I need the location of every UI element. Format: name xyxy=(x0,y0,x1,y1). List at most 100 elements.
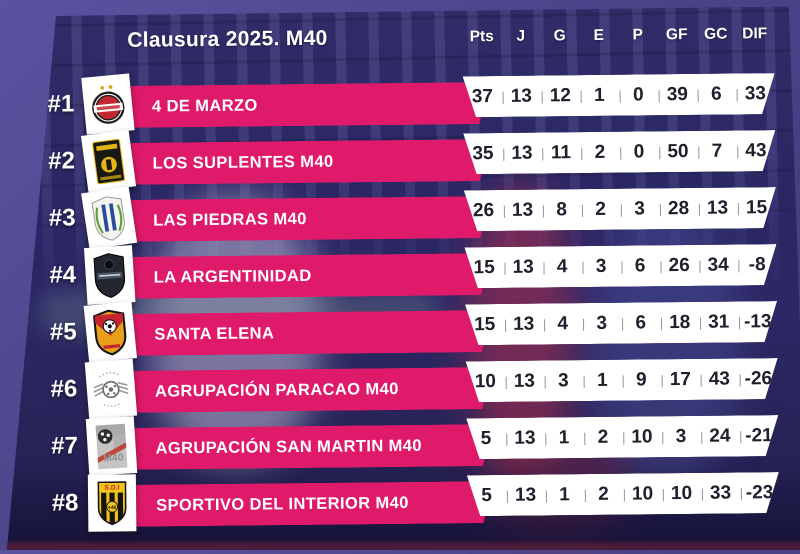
stat-g: 11 | xyxy=(550,141,584,163)
stat-gc: 43 | xyxy=(708,368,742,390)
page-title: Clausura 2025. M40 xyxy=(127,26,328,52)
stat-gf: 28 | xyxy=(667,197,702,219)
column-header-e: E xyxy=(593,26,605,44)
team-logo-icon xyxy=(87,248,132,301)
stat-gf: 50 | xyxy=(667,140,701,162)
stat-j: 13 | xyxy=(513,370,547,392)
team-name: SPORTIVO DEL INTERIOR M40 xyxy=(156,493,409,515)
column-header-gf: GF xyxy=(665,25,688,44)
stat-e: 2 | xyxy=(597,426,626,448)
svg-text:S.D.I: S.D.I xyxy=(104,485,119,492)
stat-p: 0 | xyxy=(633,140,662,163)
team-name: LAS PIEDRAS M40 xyxy=(153,209,307,230)
rank-label: #5 xyxy=(49,317,77,346)
stat-j: 13 | xyxy=(513,313,547,335)
team-logo-card: M40 xyxy=(85,415,138,476)
rank-label: #8 xyxy=(51,488,79,517)
stat-p: 9 | xyxy=(635,368,664,391)
stat-j: 13 | xyxy=(511,142,545,164)
stat-gf: 18 | xyxy=(669,311,703,333)
team-name-bar: SANTA ELENA xyxy=(110,310,492,356)
table-row: #1 4 DE MARZO 37 | 13 | 12 | 1 | 0 | 39 | 6 | 33 xyxy=(0,68,798,135)
stat-gf: 26 | xyxy=(668,254,702,276)
stat-gc: 13 | xyxy=(706,197,741,219)
table-row: #5 SANTA ELENA 15 | 13 | 4 | 3 | 6 | 18 | 31 | -13 xyxy=(0,296,800,363)
team-name: LOS SUPLENTES M40 xyxy=(152,152,334,173)
standings-list: #1 4 DE MARZO 37 | 13 | 12 | 1 | 0 | 39 | 6 | 33 #2 LO… xyxy=(0,68,800,532)
team-name-bar: LAS PIEDRAS M40 xyxy=(109,196,491,242)
stats-bar: 5 | 13 | 1 | 2 | 10 | 10 | 33 | -23 xyxy=(467,472,779,516)
team-logo-card xyxy=(80,129,137,192)
team-name-bar: AGRUPACIÓN SAN MARTIN M40 xyxy=(111,424,493,470)
stat-dif: 33 xyxy=(744,82,767,104)
stat-j: 13 | xyxy=(514,427,548,449)
team-logo-icon: M40 xyxy=(89,419,134,472)
stat-dif: -21 xyxy=(745,424,773,446)
stat-j: 13 | xyxy=(510,85,544,107)
team-name: AGRUPACIÓN SAN MARTIN M40 xyxy=(155,436,422,458)
rank-label: #4 xyxy=(49,260,77,289)
team-name: LA ARGENTINIDAD xyxy=(153,266,312,287)
team-logo-card xyxy=(81,185,138,250)
stat-g: 4 | xyxy=(557,312,586,334)
team-logo-card xyxy=(84,358,138,419)
stat-e: 3 | xyxy=(596,312,625,334)
team-logo-card xyxy=(83,244,136,305)
stat-dif: 15 xyxy=(745,196,768,218)
stats-bar: 5 | 13 | 1 | 2 | 10 | 3 | 24 | -21 xyxy=(466,415,778,459)
team-logo-icon xyxy=(85,77,132,131)
table-row: #4 LA ARGENTINIDAD 15 | 13 | 4 | 3 | 6 | 26 | 34 | -8 xyxy=(0,239,800,305)
stat-g: 1 | xyxy=(559,483,588,505)
stat-gc: 6 | xyxy=(710,83,739,105)
rank-label: #3 xyxy=(48,203,76,232)
team-logo-icon xyxy=(88,362,134,415)
stats-bar: 26 | 13 | 8 | 2 | 3 | 28 | 13 | 15 xyxy=(464,187,776,231)
stat-e: 2 | xyxy=(595,198,624,220)
stat-dif: -13 xyxy=(743,310,772,332)
stats-bar: 35 | 13 | 11 | 2 | 0 | 50 | 7 | 43 xyxy=(463,130,775,174)
team-logo-card: S.D.I +40 xyxy=(87,473,137,532)
stats-bar: 15 | 13 | 4 | 3 | 6 | 26 | 34 | -8 xyxy=(464,244,776,288)
column-header-dif: DIF xyxy=(742,25,768,43)
team-name-bar: LA ARGENTINIDAD xyxy=(110,253,492,299)
stat-g: 3 | xyxy=(557,369,586,391)
stats-bar: 37 | 13 | 12 | 1 | 0 | 39 | 6 | 33 xyxy=(463,73,775,117)
stat-e: 1 | xyxy=(596,369,625,391)
team-name-bar: SPORTIVO DEL INTERIOR M40 xyxy=(112,481,494,527)
stat-gf: 39 | xyxy=(666,83,700,105)
stat-gf: 3 | xyxy=(675,425,704,447)
team-logo-icon xyxy=(85,190,134,246)
stat-p: 10 | xyxy=(631,425,665,448)
stat-p: 10 | xyxy=(631,482,666,505)
stat-gc: 31 | xyxy=(708,311,742,333)
stat-gc: 34 | xyxy=(707,254,741,276)
stat-dif: -23 xyxy=(745,481,774,503)
column-headers: Pts J G E P GF GC DIF xyxy=(462,25,774,46)
stat-j: 13 | xyxy=(514,484,549,506)
stat-gf: 10 | xyxy=(670,482,705,504)
column-header-pts: Pts xyxy=(469,28,494,46)
table-row: #7 AGRUPACIÓN SAN MARTIN M40 5 | 13 | 1 | 2 | 10… xyxy=(1,410,800,476)
team-logo-icon xyxy=(87,305,134,359)
table-row: #3 LAS PIEDRAS M40 26 | 13 | 8 | 2 | 3 | 28 | 13 | 15 xyxy=(0,182,799,250)
team-name-bar: AGRUPACIÓN PARACAO M40 xyxy=(111,367,493,413)
team-name-bar: 4 DE MARZO xyxy=(108,82,490,128)
stat-j: 13 | xyxy=(511,199,546,221)
stat-e: 2 | xyxy=(594,141,623,163)
stat-p: 6 | xyxy=(634,254,663,277)
stat-j: 13 | xyxy=(512,256,546,278)
team-logo-icon: S.D.I +40 xyxy=(91,477,134,527)
stats-bar: 15 | 13 | 4 | 3 | 6 | 18 | 31 | -13 xyxy=(465,301,777,345)
stat-gc: 33 | xyxy=(709,482,744,504)
team-name-bar: LOS SUPLENTES M40 xyxy=(108,139,490,185)
rank-label: #7 xyxy=(51,431,78,460)
stat-dif: 43 xyxy=(745,139,767,161)
svg-text:+40: +40 xyxy=(108,505,117,511)
stat-dif: -8 xyxy=(748,253,766,275)
stat-p: 3 | xyxy=(634,197,663,220)
team-name: AGRUPACIÓN PARACAO M40 xyxy=(154,379,399,401)
stat-e: 1 | xyxy=(593,84,622,106)
column-header-j: J xyxy=(516,27,526,45)
rank-label: #2 xyxy=(48,146,76,175)
